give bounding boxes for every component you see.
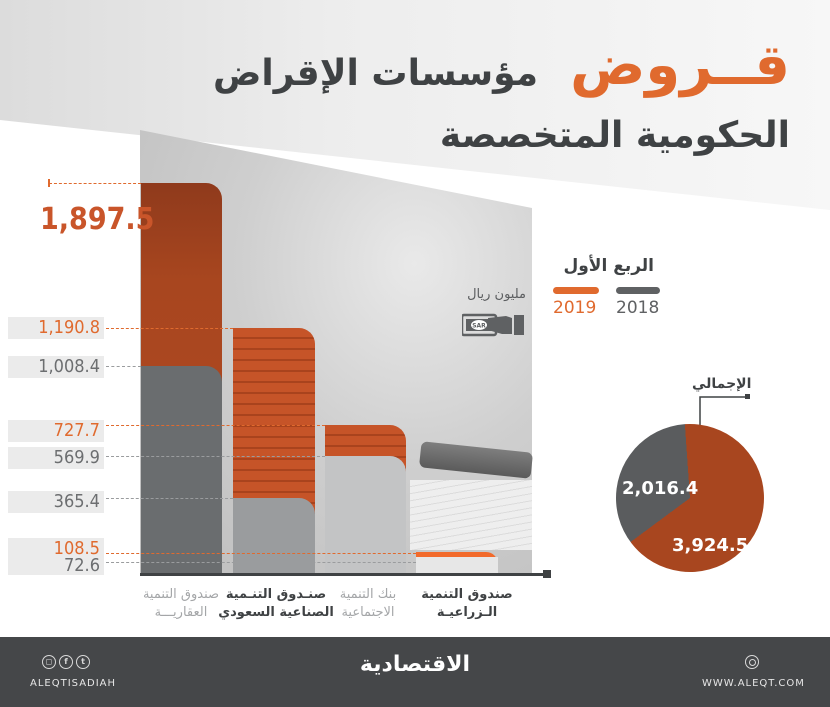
value-label-2018-industrial: 365.4 (8, 491, 104, 513)
leader-line-1008 (106, 366, 141, 367)
value-label-2019-industrial: 1,190.8 (8, 317, 104, 339)
instagram-icon[interactable]: ◻ (42, 655, 56, 669)
value-label-2019-social: 727.7 (8, 420, 104, 442)
pie-value-2018: 2,016.4 (622, 478, 699, 499)
value-label-2019-agricultural: 108.5 (8, 538, 104, 560)
footer-bar (0, 637, 830, 707)
paper-photo-detail (410, 480, 532, 550)
category-label-real-estate: صندوق التنمية العقاريـــة (142, 587, 220, 620)
title-main: مؤسسات الإقراض (212, 53, 538, 94)
legend-title: الربع الأول (563, 256, 654, 276)
value-label-2018-social: 569.9 (8, 447, 104, 469)
brand-logo: الاقتصادية (359, 652, 471, 677)
leader-line-365 (106, 498, 233, 499)
bar-2018-real-estate-fund (141, 366, 222, 573)
bar-2018-industrial-fund (233, 498, 315, 573)
social-icons: ◻ f t (42, 655, 90, 669)
leader-tick (48, 179, 50, 187)
leader-line-727 (106, 425, 325, 426)
legend-swatch-2019 (553, 287, 599, 294)
legend-year-2018: 2018 (616, 298, 660, 318)
x-axis-baseline (140, 573, 545, 576)
twitter-icon[interactable]: t (76, 655, 90, 669)
unit-label: مليون ريال (467, 287, 526, 302)
cash-hand-icon: SAR (462, 313, 524, 337)
leader-line-72 (106, 562, 416, 563)
pie-value-2019: 3,924.5 (672, 535, 749, 556)
title-subtitle: الحكومية المتخصصة (439, 115, 790, 156)
social-handle[interactable]: ALEQTISADIAH (30, 678, 117, 689)
category-label-agricultural: صندوق التنمية الـزراعيـة (421, 587, 513, 620)
globe-icon (745, 655, 759, 669)
x-axis-end-marker (543, 570, 551, 578)
leader-line-1190 (106, 328, 233, 329)
facebook-icon[interactable]: f (59, 655, 73, 669)
leader-line-108 (106, 553, 416, 554)
category-label-social: بنك التنمية الاجتماعية (339, 587, 397, 620)
category-label-industrial: صنـدوق التنـمية الصناعية السعودي (218, 587, 334, 620)
value-label-2019-real-estate: 1,897.5 (40, 202, 155, 237)
legend-year-2019: 2019 (553, 298, 597, 318)
pie-title-total: الإجمالي (692, 376, 752, 392)
value-label-2018-agricultural: 72.6 (8, 557, 104, 575)
infographic-canvas: قــروض مؤسسات الإقراض الحكومية المتخصصة … (0, 0, 830, 620)
svg-text:SAR: SAR (472, 323, 486, 330)
bar-2018-agricultural-fund (416, 557, 498, 573)
leader-line-1897 (49, 183, 141, 184)
value-label-2018-real-estate: 1,008.4 (8, 356, 104, 378)
legend-swatch-2018 (616, 287, 660, 294)
bar-2018-social-bank (325, 456, 406, 573)
website-link[interactable]: WWW.ALEQT.COM (702, 678, 805, 689)
leader-line-569 (106, 456, 325, 457)
title-highlight: قــروض (570, 33, 790, 98)
